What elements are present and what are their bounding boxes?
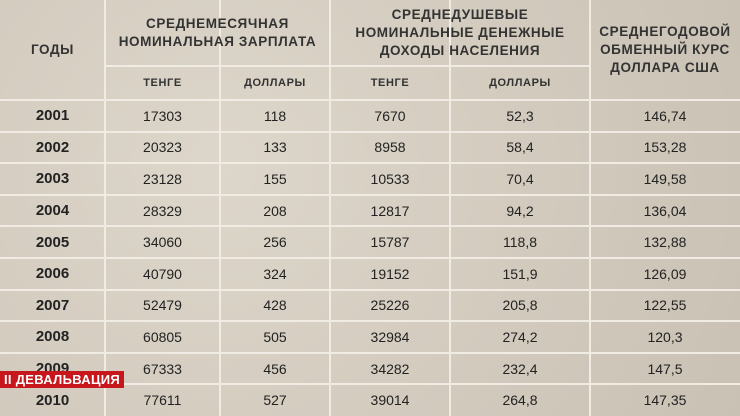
value-cell: 149,58 bbox=[643, 170, 687, 187]
grid-line bbox=[0, 225, 740, 228]
value-cell: 428 bbox=[263, 297, 287, 314]
value-cell: 118 bbox=[263, 107, 287, 124]
grid-line bbox=[0, 162, 740, 165]
sub-header: ТЕНГЕ bbox=[143, 76, 182, 89]
value-cell: 39014 bbox=[370, 392, 410, 409]
value-cell: 133 bbox=[263, 139, 287, 156]
value-cell: 15787 bbox=[370, 234, 410, 251]
value-cell: 32984 bbox=[370, 328, 410, 345]
header-line: ДОХОДЫ НАСЕЛЕНИЯ bbox=[379, 42, 541, 58]
value-cell: 505 bbox=[263, 328, 287, 345]
value-cell: 52479 bbox=[143, 297, 182, 314]
value-cell: 7670 bbox=[374, 107, 406, 124]
value-cell: 10533 bbox=[370, 170, 410, 187]
header-line: ДОЛЛАРА США bbox=[610, 60, 720, 75]
year-cell: 2005 bbox=[35, 233, 70, 251]
value-cell: 155 bbox=[263, 170, 287, 187]
year-cell: 2004 bbox=[35, 202, 70, 220]
group-header: СРЕДНЕМЕСЯЧНАЯ НОМИНАЛЬНАЯ ЗАРПЛАТА bbox=[105, 0, 330, 65]
value-cell: 527 bbox=[263, 392, 287, 409]
header-line: НОМИНАЛЬНАЯ ЗАРПЛАТА bbox=[118, 33, 317, 49]
year-cell: 2001 bbox=[35, 107, 70, 125]
value-cell: 77611 bbox=[143, 392, 182, 409]
value-cell: 118,8 bbox=[503, 234, 537, 251]
value-cell: 25226 bbox=[370, 297, 410, 314]
year-cell: 2002 bbox=[35, 138, 70, 156]
grid-line bbox=[449, 0, 451, 416]
value-cell: 19152 bbox=[370, 265, 410, 282]
value-cell: 67333 bbox=[143, 360, 182, 377]
year-cell: 2006 bbox=[35, 265, 70, 283]
value-cell: 120,3 bbox=[647, 328, 683, 345]
value-cell: 70,4 bbox=[506, 170, 534, 187]
grid-line bbox=[0, 130, 740, 133]
grid-line bbox=[589, 0, 591, 416]
year-cell: 2007 bbox=[35, 296, 70, 314]
value-cell: 146,74 bbox=[643, 107, 687, 124]
value-cell: 126,09 bbox=[643, 265, 687, 282]
grid-line bbox=[0, 193, 740, 196]
rate-header: СРЕДНЕГОДОВОЙ ОБМЕННЫЙ КУРС ДОЛЛАРА США bbox=[590, 0, 740, 100]
sub-header: ДОЛЛАРЫ bbox=[244, 76, 306, 89]
year-cell: 2010 bbox=[35, 391, 70, 409]
value-cell: 264,8 bbox=[502, 392, 538, 409]
grid-line bbox=[0, 351, 740, 354]
header-line: НОМИНАЛЬНЫЕ ДЕНЕЖНЫЕ bbox=[355, 24, 565, 40]
year-cell: 2008 bbox=[35, 328, 70, 346]
value-cell: 40790 bbox=[143, 265, 182, 282]
value-cell: 34060 bbox=[143, 234, 182, 251]
value-cell: 58,4 bbox=[506, 139, 534, 156]
value-cell: 274,2 bbox=[502, 328, 538, 345]
value-cell: 34282 bbox=[370, 360, 410, 377]
grid-line bbox=[0, 257, 740, 259]
value-cell: 324 bbox=[263, 265, 287, 282]
value-cell: 147,5 bbox=[647, 360, 683, 377]
badge: II ДЕВАЛЬВАЦИЯ bbox=[0, 371, 125, 388]
value-cell: 20323 bbox=[143, 139, 182, 156]
grid-line bbox=[0, 288, 740, 291]
sub-header: ДОЛЛАРЫ bbox=[489, 76, 551, 89]
value-cell: 205,8 bbox=[502, 297, 538, 314]
header-years: ГОДЫ bbox=[30, 42, 75, 57]
grid-line bbox=[104, 0, 106, 416]
grid-line bbox=[329, 0, 331, 416]
value-cell: 256 bbox=[263, 234, 287, 251]
value-cell: 232,4 bbox=[502, 360, 538, 377]
grid-line bbox=[0, 383, 740, 386]
group-header: СРЕДНЕДУШЕВЫЕ НОМИНАЛЬНЫЕ ДЕНЕЖНЫЕ ДОХОДЫ … bbox=[330, 0, 590, 65]
header-line: СРЕДНЕДУШЕВЫЕ bbox=[391, 6, 529, 22]
value-cell: 136,04 bbox=[643, 202, 687, 219]
grid-line bbox=[0, 99, 740, 101]
header-line: ОБМЕННЫЙ КУРС bbox=[600, 42, 730, 57]
value-cell: 8958 bbox=[374, 139, 406, 156]
grid-line bbox=[105, 65, 590, 67]
year-cell: 2003 bbox=[35, 170, 70, 188]
value-cell: 208 bbox=[263, 202, 287, 219]
value-cell: 122,55 bbox=[643, 297, 687, 314]
value-cell: 153,28 bbox=[643, 139, 687, 156]
value-cell: 23128 bbox=[143, 170, 182, 187]
value-cell: 147,35 bbox=[643, 392, 687, 409]
value-cell: 60805 bbox=[143, 328, 182, 345]
grid-line bbox=[0, 320, 740, 323]
grid-line bbox=[219, 0, 221, 416]
value-cell: 456 bbox=[263, 360, 287, 377]
value-cell: 151,9 bbox=[502, 265, 538, 282]
value-cell: 52,3 bbox=[506, 107, 534, 124]
value-cell: 12817 bbox=[370, 202, 410, 219]
value-cell: 28329 bbox=[143, 202, 182, 219]
sub-header: ТЕНГЕ bbox=[370, 76, 410, 89]
header-line: СРЕДНЕМЕСЯЧНАЯ bbox=[146, 15, 289, 31]
value-cell: 17303 bbox=[143, 107, 182, 124]
value-cell: 94,2 bbox=[506, 202, 534, 219]
value-cell: 132,88 bbox=[643, 234, 687, 251]
header-line: СРЕДНЕГОДОВОЙ bbox=[599, 24, 731, 39]
